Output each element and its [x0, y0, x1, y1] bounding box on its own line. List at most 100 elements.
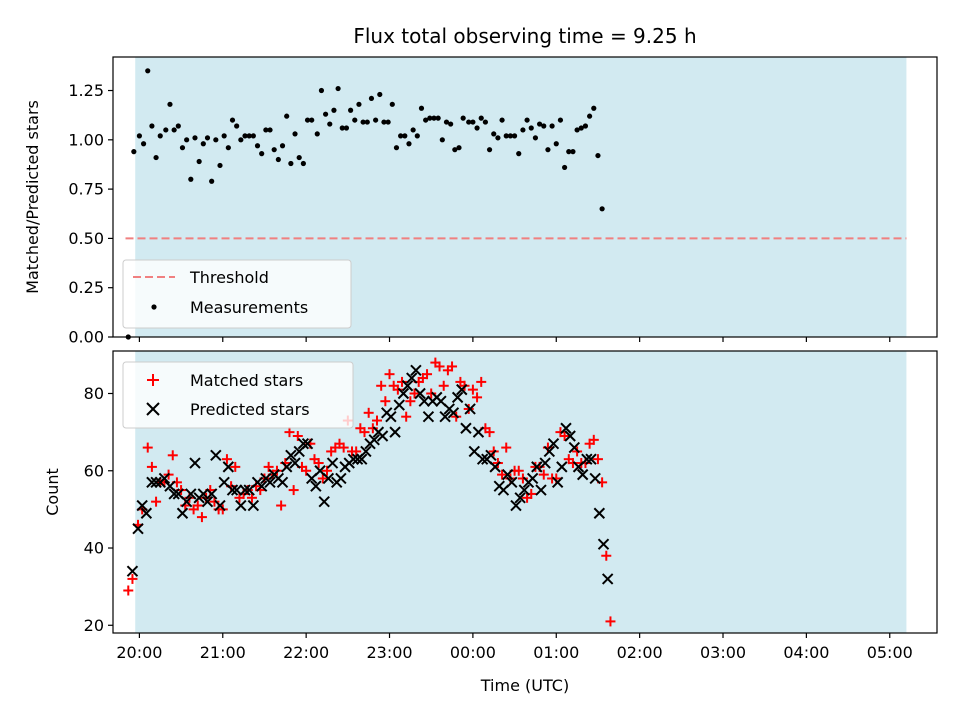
matched-star-point	[484, 427, 495, 438]
measurement-point	[566, 149, 572, 155]
measurement-point	[225, 145, 231, 151]
matched-star-point	[313, 458, 324, 469]
predicted-star-point	[205, 488, 218, 500]
measurement-point	[343, 125, 350, 131]
predicted-star-point	[356, 453, 368, 465]
predicted-star-point	[140, 507, 153, 519]
x-tick-label: 01:00	[533, 643, 579, 662]
measurement-point	[263, 127, 269, 133]
measurement-point	[595, 152, 601, 159]
predicted-star-point	[556, 461, 568, 473]
measurement-point	[410, 127, 416, 133]
legend-threshold-label: Threshold	[189, 268, 269, 287]
measurement-point	[188, 176, 194, 182]
measurement-point	[153, 154, 159, 161]
measurement-point	[318, 87, 325, 94]
matched-star-point	[409, 388, 420, 399]
predicted-star-point	[146, 476, 158, 489]
measurement-point	[402, 133, 408, 139]
measurement-point	[254, 143, 261, 149]
matched-star-point	[376, 380, 387, 391]
measurement-point	[175, 123, 181, 129]
measurement-point	[587, 113, 593, 119]
matched-star-point	[501, 442, 512, 453]
top-y-axis-label: Matched/Predicted stars	[23, 100, 42, 294]
predicted-star-point	[397, 387, 410, 400]
measurement-point	[300, 160, 306, 167]
measurement-point	[157, 133, 163, 139]
measurement-point	[250, 133, 256, 139]
predicted-star-point	[376, 430, 389, 442]
predicted-star-point	[385, 410, 397, 423]
matched-star-point	[472, 392, 483, 403]
measurement-point	[520, 127, 526, 133]
measurement-point	[246, 133, 252, 139]
predicted-star-point	[235, 499, 247, 512]
measurement-point	[368, 95, 375, 102]
predicted-star-point	[418, 395, 430, 407]
predicted-star-point	[285, 449, 297, 462]
predicted-star-point	[593, 507, 606, 519]
matched-star-point	[401, 411, 412, 422]
x-tick-label: 02:00	[617, 643, 663, 662]
matched-star-point	[405, 396, 416, 407]
predicted-star-point	[347, 453, 360, 465]
matched-star-point	[392, 384, 403, 395]
measurement-point	[503, 133, 509, 139]
measurement-point	[599, 206, 605, 212]
measurement-point	[279, 143, 286, 149]
measurement-point	[435, 115, 441, 121]
measurement-point	[443, 119, 450, 125]
x-tick-label: 23:00	[366, 643, 412, 662]
matched-star-point	[142, 442, 153, 453]
matched-star-point	[476, 376, 487, 387]
matched-star-point	[246, 492, 257, 503]
x-tick-label: 22:00	[283, 643, 329, 662]
predicted-star-point	[197, 488, 210, 500]
top-y-tick-label: 0.75	[68, 180, 104, 199]
matched-star-point	[276, 500, 287, 511]
measurement-point	[149, 123, 155, 129]
matched-star-point	[438, 380, 449, 391]
matched-star-point	[363, 407, 374, 418]
predicted-star-point	[289, 457, 301, 469]
measurement-point	[557, 117, 564, 123]
measurement-point	[314, 131, 320, 137]
matched-star-point	[127, 573, 138, 584]
measurement-point	[486, 147, 493, 153]
measurement-point	[238, 137, 244, 143]
measurement-point	[389, 101, 395, 107]
predicted-star-point	[568, 441, 581, 454]
predicted-star-point	[176, 507, 189, 519]
measurement-point	[131, 149, 137, 155]
top-y-tick-label: 0.00	[68, 328, 104, 347]
predicted-star-point	[201, 495, 214, 508]
measurement-point	[466, 119, 472, 125]
measurement-point	[516, 151, 522, 157]
measurement-point	[331, 107, 337, 113]
measurement-point	[578, 125, 584, 131]
predicted-star-point	[132, 522, 144, 535]
matched-star-point	[384, 369, 395, 380]
matched-star-point	[426, 388, 437, 399]
predicted-star-point	[318, 495, 330, 508]
predicted-star-point	[276, 476, 289, 489]
legend-predicted-label: Predicted stars	[190, 400, 310, 419]
bottom-legend-box	[122, 361, 354, 429]
measurement-point	[427, 115, 433, 121]
predicted-star-point	[322, 472, 335, 485]
measurement-point	[499, 117, 505, 123]
measurement-point	[414, 133, 420, 139]
matched-star-point	[422, 369, 433, 380]
top-y-tick-label: 0.50	[68, 229, 104, 248]
predicted-star-point	[393, 399, 405, 411]
matched-star-point	[367, 423, 378, 434]
predicted-star-point	[239, 484, 251, 496]
measurement-points	[125, 68, 605, 340]
measurement-point	[204, 135, 211, 141]
predicted-star-point	[230, 484, 243, 496]
measurement-point	[570, 149, 576, 155]
measurement-point	[474, 125, 480, 131]
predicted-star-point	[539, 457, 551, 469]
